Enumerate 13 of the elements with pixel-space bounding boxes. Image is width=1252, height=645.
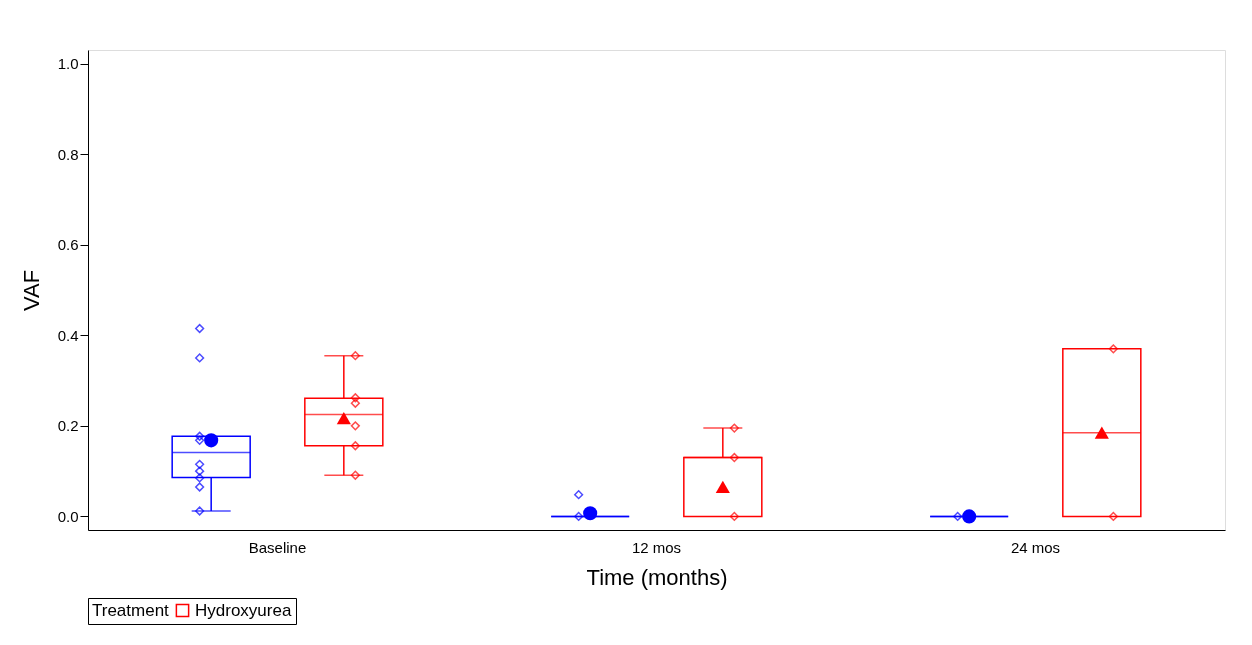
y-tick-label: 0.0 — [57, 507, 79, 525]
x-tick-label: 12 mos — [631, 538, 682, 556]
y-tick-label: 0.4 — [57, 326, 79, 344]
legend-title: Treatment — [92, 601, 170, 620]
x-tick-label: Baseline — [248, 538, 307, 556]
y-axis-title: VAF — [18, 269, 44, 312]
y-tick-label: 0.2 — [57, 417, 79, 435]
y-tick-label: 1.0 — [57, 55, 79, 73]
y-tick-label: 0.8 — [57, 145, 79, 163]
y-tick-label: 0.6 — [57, 236, 79, 254]
x-axis-title: Time (months) — [586, 564, 728, 590]
legend-label: Hydroxyurea — [195, 600, 292, 620]
x-tick-label: 24 mos — [1010, 538, 1061, 556]
